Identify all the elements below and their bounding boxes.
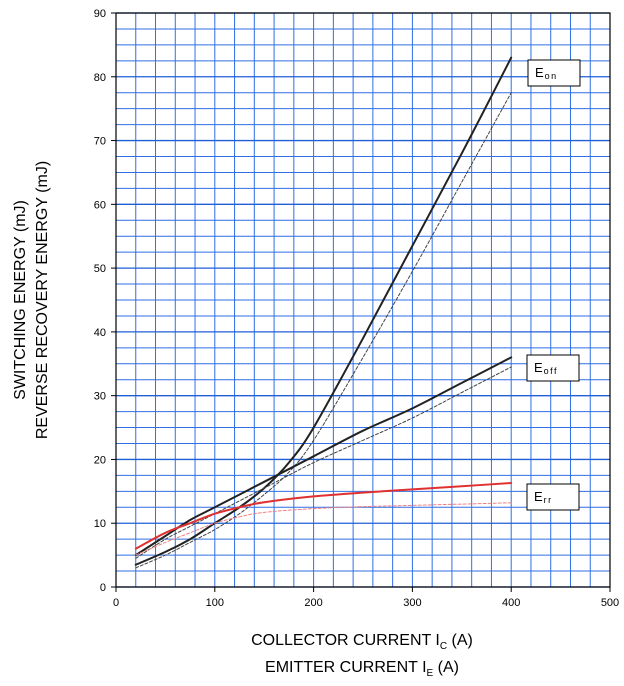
x-tick-label: 500	[601, 597, 619, 609]
series-line-eon-dashed	[135, 92, 512, 569]
y-tick-labels: 0 10 20 30 40 50 60 70 80 90	[94, 8, 116, 594]
plot-frame	[115, 12, 611, 588]
x-tick-label: 0	[113, 597, 119, 609]
axis-titles: COLLECTOR CURRENT IC (A) EMITTER CURRENT …	[12, 161, 473, 679]
x-tick-label: 200	[304, 597, 322, 609]
grid	[115, 12, 611, 588]
y-tick-label: 50	[94, 263, 106, 275]
y-tick-label: 10	[94, 518, 106, 530]
curve-labels: Eon Eoff Err	[526, 59, 581, 511]
y-tick-label: 0	[100, 582, 106, 594]
curve-label-box	[526, 483, 580, 511]
x-tick-labels: 0 100 200 300 400 500	[113, 587, 619, 609]
series-line-err	[134, 482, 513, 550]
y-axis-title-line-2: REVERSE RECOVERY ENERGY (mJ)	[34, 161, 51, 439]
x-tick-label: 400	[502, 597, 520, 609]
x-axis-title-line-1: COLLECTOR CURRENT IC (A)	[251, 632, 473, 652]
curves	[134, 56, 513, 569]
curve-label-err: Err	[526, 483, 580, 511]
series-line-eoff-dashed	[135, 366, 512, 559]
curve-label-box	[527, 59, 581, 87]
curve-label-box	[526, 354, 580, 382]
x-tick-label: 100	[206, 597, 224, 609]
curve-label-eoff: Eoff	[526, 354, 580, 382]
x-axis-title-line-2: EMITTER CURRENT IE (A)	[265, 659, 459, 679]
y-tick-label: 40	[94, 327, 106, 339]
curve-label-eon: Eon	[527, 59, 581, 87]
y-axis-title-line-1: SWITCHING ENERGY (mJ)	[12, 200, 29, 400]
series-line-eon	[134, 56, 513, 566]
y-tick-label: 20	[94, 454, 106, 466]
y-tick-label: 70	[94, 136, 106, 148]
x-tick-label: 300	[403, 597, 421, 609]
y-tick-label: 80	[94, 72, 106, 84]
y-tick-label: 60	[94, 199, 106, 211]
y-tick-label: 30	[94, 391, 106, 403]
series-line-err-dashed	[135, 502, 512, 556]
y-tick-label: 90	[94, 8, 106, 20]
